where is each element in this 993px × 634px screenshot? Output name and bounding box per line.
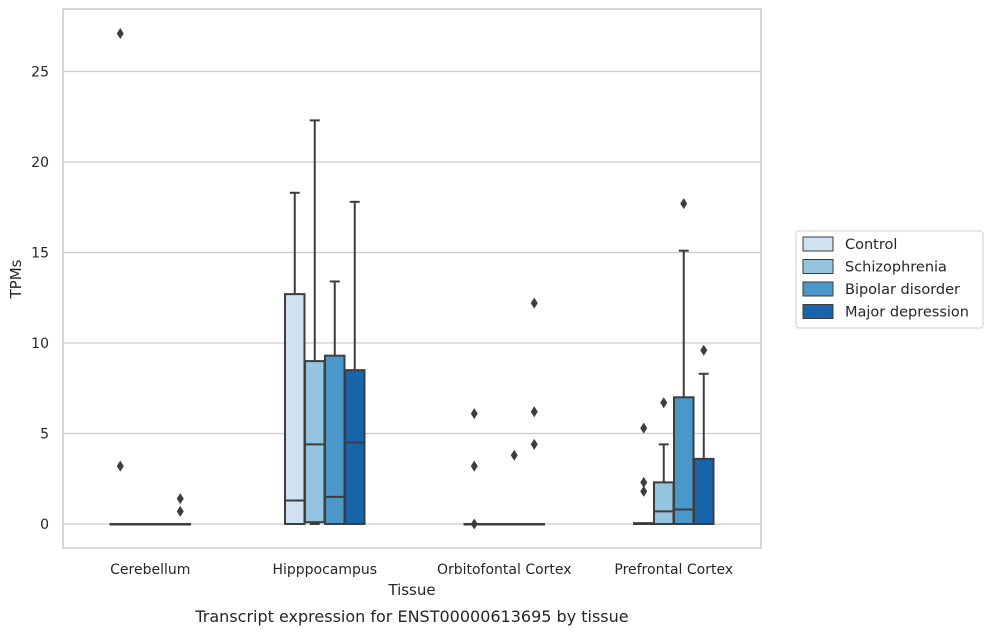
outlier-point: [510, 449, 518, 461]
box-body: [324, 354, 346, 526]
chart-caption: Transcript expression for ENST0000061369…: [194, 607, 628, 626]
y-tick-label: 0: [40, 517, 49, 533]
y-tick-label: 25: [31, 65, 49, 81]
outlier-point: [640, 485, 648, 497]
y-tick-label: 20: [31, 155, 49, 171]
outlier-point: [176, 493, 184, 505]
outlier-point: [176, 505, 184, 517]
legend-swatch: [802, 281, 834, 297]
outlier-point: [530, 438, 538, 450]
box-body: [284, 293, 306, 525]
x-tick-label: Cerebellum: [110, 562, 190, 578]
outlier-point: [470, 518, 478, 530]
x-tick-label: Hipppocampus: [272, 562, 377, 578]
outlier-point: [116, 460, 124, 472]
y-tick-labels: 0 5 10 15 20 25: [31, 65, 49, 534]
y-tick-label: 10: [31, 336, 49, 352]
legend-frame: [795, 230, 984, 329]
grid-lines: [63, 70, 761, 525]
outlier-point: [470, 460, 478, 472]
series-group: [169, 200, 715, 526]
outlier-point: [640, 476, 648, 488]
x-tick-label: Prefrontal Cortex: [614, 562, 733, 578]
y-tick-label: 15: [31, 246, 49, 262]
outlier-point: [640, 422, 648, 434]
legend-swatch: [802, 304, 834, 319]
box-body: [344, 369, 366, 525]
y-axis-label: TPMs: [7, 259, 25, 299]
outlier-point: [700, 344, 708, 356]
box-body: [653, 481, 675, 525]
x-tick-label: Orbitofontal Cortex: [437, 562, 572, 578]
legend-entry-label: Bipolar disorder: [845, 282, 960, 298]
outlier-point: [660, 397, 668, 409]
legend: Control Schizophrenia Bipolar disorder Majo…: [795, 230, 984, 329]
legend-entry-label: Major depression: [845, 305, 969, 321]
series-group: [149, 198, 695, 526]
box-body: [304, 360, 326, 524]
legend-swatch: [802, 236, 834, 252]
outlier-point: [530, 406, 538, 418]
legend-entry-label: Schizophrenia: [845, 260, 947, 276]
legend-swatch: [802, 259, 834, 274]
box-body: [693, 457, 715, 525]
x-axis-label: Tissue: [387, 581, 435, 599]
plot-area-frame: [62, 8, 762, 549]
outlier-point: [470, 408, 478, 420]
series-group: [109, 27, 655, 530]
box-series: [109, 27, 715, 530]
y-tick-label: 5: [40, 427, 49, 443]
outlier-point: [530, 297, 538, 309]
x-tick-labels: Cerebellum Hipppocampus Orbitofontal Corte…: [110, 562, 733, 578]
box-body: [673, 396, 695, 525]
outlier-point: [116, 27, 124, 39]
outlier-point: [680, 198, 688, 210]
series-group: [129, 119, 675, 526]
legend-entry-label: Control: [845, 237, 897, 253]
